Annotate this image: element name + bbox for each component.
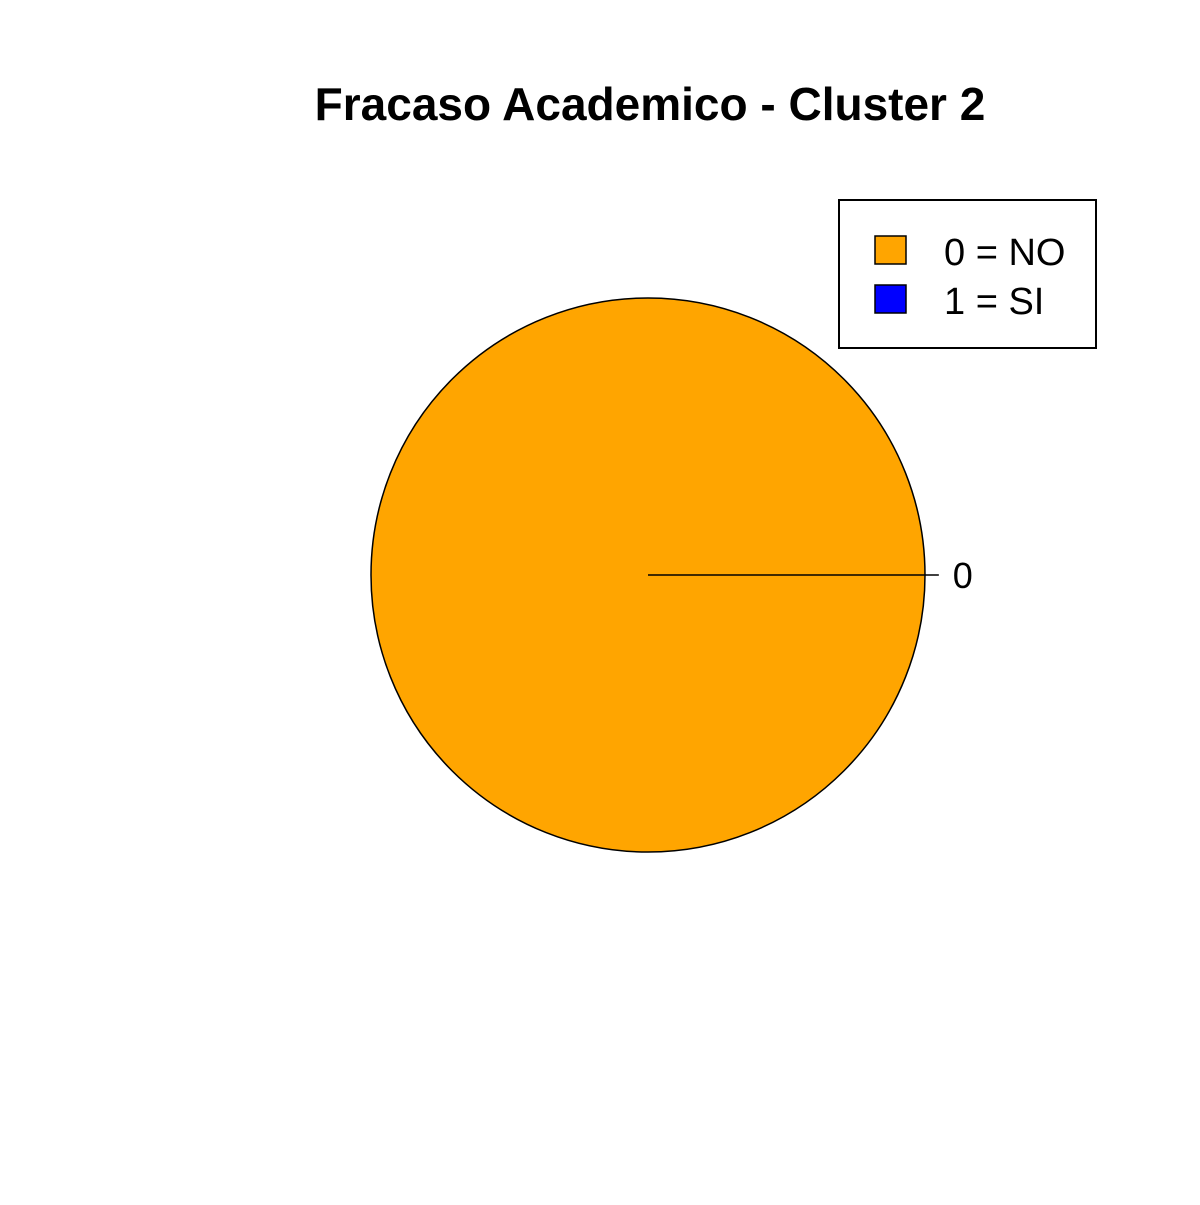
legend-box <box>838 199 1097 349</box>
legend: 0 = NO 1 = SI <box>838 199 1097 349</box>
legend-entries: 0 = NO 1 = SI <box>874 232 1065 323</box>
legend-label: 1 = SI <box>944 281 1044 323</box>
legend-swatch <box>874 284 907 314</box>
pie-slices <box>370 297 926 853</box>
legend-label: 0 = NO <box>944 232 1065 274</box>
chart-title: Fracaso Academico - Cluster 2 <box>315 78 986 130</box>
pie-slice-label: 0 <box>953 555 973 596</box>
pie-slice-0 <box>370 297 926 853</box>
pie-slice-labels: 0 <box>925 555 973 596</box>
legend-swatch <box>874 235 907 265</box>
